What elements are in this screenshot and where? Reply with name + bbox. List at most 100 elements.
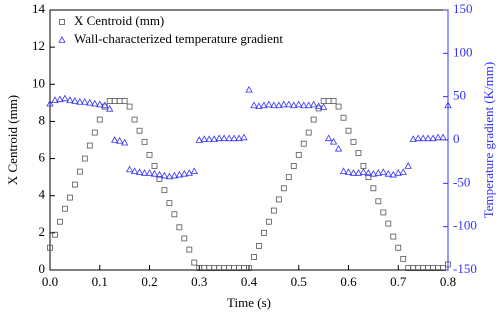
- data-point: [146, 151, 153, 158]
- data-point: [340, 114, 347, 121]
- y-tick-label: 0: [39, 261, 46, 276]
- data-point: [200, 135, 208, 142]
- y-tick-label: 12: [32, 38, 45, 53]
- data-point: [161, 187, 168, 194]
- data-point: [57, 218, 63, 225]
- y-tick-label: 2: [39, 224, 46, 239]
- data-point: [270, 101, 278, 109]
- data-point: [250, 101, 258, 109]
- data-point: [280, 100, 288, 108]
- data-point: [151, 163, 158, 169]
- data-point: [186, 246, 193, 253]
- y2-tick-label: 50: [453, 88, 466, 103]
- plot-frame: [49, 9, 449, 271]
- data-point: [335, 103, 342, 110]
- data-point: [171, 211, 178, 218]
- data-point: [300, 140, 307, 147]
- x-tick-label: 0.0: [42, 274, 58, 289]
- data-point: [310, 116, 317, 123]
- y-tick-label: 4: [39, 187, 46, 202]
- y2-axis-title: Temperature gradient (K/mm): [481, 62, 496, 218]
- data-point: [384, 169, 392, 177]
- y-tick-label: 6: [39, 150, 46, 165]
- data-point: [110, 136, 119, 143]
- data-point: [314, 102, 323, 109]
- data-point: [265, 218, 272, 225]
- data-point: [285, 100, 293, 108]
- data-point: [66, 96, 74, 103]
- data-point: [235, 134, 243, 142]
- data-point: [290, 163, 297, 169]
- data-point: [399, 168, 407, 175]
- data-point: [375, 198, 382, 205]
- data-point: [390, 233, 397, 240]
- data-point: [86, 142, 93, 149]
- data-point: [445, 261, 451, 268]
- data-point: [290, 101, 298, 109]
- data-point: [165, 172, 174, 180]
- data-point: [444, 101, 452, 109]
- data-point: [125, 165, 134, 173]
- data-point: [409, 135, 417, 142]
- data-point: [354, 169, 363, 176]
- data-point: [141, 138, 148, 145]
- data-point: [86, 98, 94, 106]
- data-point: [339, 167, 348, 175]
- data-point: [67, 194, 73, 201]
- data-point: [320, 98, 327, 104]
- data-point: [319, 103, 328, 110]
- data-point: [96, 116, 103, 123]
- data-point: [156, 176, 163, 182]
- data-point: [115, 137, 124, 144]
- data-point: [305, 101, 313, 109]
- data-point: [275, 196, 282, 203]
- y-axis-title: X Centroid (mm): [5, 95, 20, 185]
- y2-tick-label: -50: [453, 174, 470, 189]
- data-point: [295, 100, 303, 108]
- data-point: [285, 174, 292, 181]
- data-point: [260, 101, 268, 109]
- data-point: [369, 169, 378, 177]
- data-point: [370, 185, 377, 192]
- x-tick-label: 0.2: [141, 274, 157, 289]
- data-point: [374, 169, 383, 176]
- data-point: [309, 100, 318, 108]
- data-point: [385, 220, 392, 227]
- data-point: [379, 168, 388, 175]
- x-tick-label: 0.6: [340, 274, 357, 289]
- y2-tick-label: -100: [453, 218, 477, 233]
- data-point: [81, 155, 88, 162]
- data-point: [215, 134, 223, 142]
- data-point: [91, 129, 98, 136]
- data-point: [350, 138, 357, 145]
- data-point: [230, 134, 238, 142]
- legend-marker: [59, 19, 65, 25]
- data-point: [205, 135, 213, 142]
- data-point: [240, 133, 248, 141]
- data-point: [61, 94, 69, 102]
- data-point: [334, 144, 343, 152]
- data-point: [210, 135, 218, 142]
- data-point: [140, 169, 149, 176]
- data-point: [330, 98, 337, 104]
- data-point: [364, 169, 373, 176]
- data-point: [116, 98, 123, 104]
- data-point: [305, 129, 312, 136]
- data-point: [91, 99, 99, 107]
- data-point: [404, 162, 412, 169]
- data-point: [270, 207, 277, 214]
- data-point: [150, 169, 159, 177]
- data-point: [155, 170, 164, 178]
- data-point: [101, 101, 109, 109]
- data-point: [121, 98, 128, 104]
- data-point: [275, 101, 283, 109]
- legend-label: Wall-characterized temperature gradient: [74, 31, 283, 46]
- y-tick-label: 10: [32, 75, 45, 90]
- data-point: [145, 169, 154, 176]
- data-point: [255, 102, 263, 109]
- data-point: [120, 138, 129, 146]
- data-point: [81, 98, 89, 105]
- data-point: [261, 229, 267, 236]
- data-point: [106, 104, 114, 112]
- data-point: [359, 168, 368, 175]
